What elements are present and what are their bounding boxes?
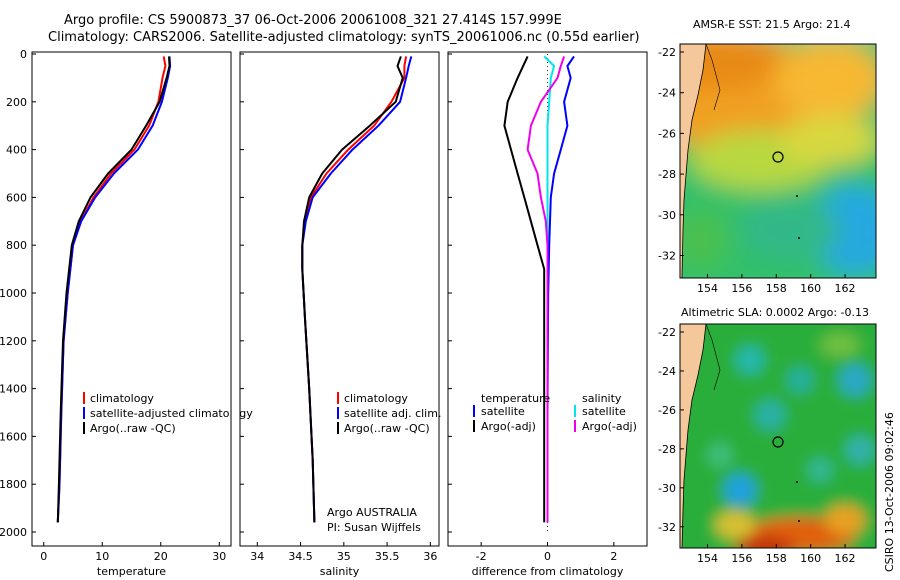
- legend-label-temp-satellite: satellite: [481, 405, 525, 418]
- depth-tick-label: 0: [20, 48, 27, 61]
- lon-tick-label: 160: [800, 552, 821, 565]
- sla-map-frame: [679, 323, 877, 549]
- legend-label-temp-argo: Argo(-adj): [481, 420, 536, 433]
- series-temperature-argo-adj: [503, 55, 546, 523]
- depth-tick: 1200: [0, 335, 452, 348]
- sst-map: -22 -24 -26 -28 -30 -32 154 156 158 160 162: [658, 43, 877, 295]
- series-satellite-adj-clim: [301, 56, 413, 523]
- legend-label-satellite-adjusted: satellite-adjusted climatology: [90, 407, 253, 420]
- climatology-title: Climatology: CARS2006. Satellite-adjuste…: [48, 30, 640, 45]
- legend-label-climatology: climatology: [344, 392, 408, 405]
- legend-heading-temperature: temperature: [481, 392, 550, 405]
- x-tick-label: 34.5: [288, 550, 313, 563]
- salinity-legend: climatology satellite adj. clim. Argo(..…: [327, 392, 441, 534]
- legend-label-satellite-adj: satellite adj. clim.: [344, 407, 441, 420]
- series-climatology: [301, 56, 408, 523]
- profile-title: Argo profile: CS 5900873_37 06-Oct-2006 …: [64, 13, 562, 28]
- depth-tick-label: 1800: [0, 478, 27, 491]
- lat-tick-label: -26: [658, 404, 676, 417]
- lon-tick-label: 158: [766, 552, 787, 565]
- lon-tick-label: 158: [766, 282, 787, 295]
- depth-tick-label: 800: [6, 239, 27, 252]
- legend-label-climatology: climatology: [90, 392, 154, 405]
- x-tick-label: 10: [95, 550, 109, 563]
- x-tick-label: 35: [337, 550, 351, 563]
- lon-tick-label: 162: [835, 282, 856, 295]
- lat-tick-label: -32: [658, 521, 676, 534]
- lat-tick-label: -22: [658, 46, 676, 59]
- x-tick-label: 30: [212, 550, 226, 563]
- legend-label-argo: Argo(..raw -QC): [90, 422, 176, 435]
- principal-investigator: PI: Susan Wijffels: [327, 521, 421, 534]
- depth-tick: 200: [6, 96, 452, 109]
- x-tick-label: 2: [610, 550, 617, 563]
- depth-tick: 1000: [0, 287, 452, 300]
- depth-tick: 400: [6, 144, 452, 157]
- lon-tick-label: 162: [835, 552, 856, 565]
- lon-tick-label: 156: [731, 282, 752, 295]
- depth-tick-label: 1200: [0, 335, 27, 348]
- depth-tick: 1400: [0, 383, 452, 396]
- salinity-panel-frame: [239, 51, 440, 547]
- depth-tick: 1600: [0, 430, 452, 443]
- lon-tick-label: 154: [697, 282, 718, 295]
- series-satellite-adjusted-climatology: [56, 56, 172, 523]
- series-argo-raw-qc: [301, 56, 404, 523]
- x-tick-label: 36: [423, 550, 437, 563]
- depth-tick: 2000: [0, 526, 452, 539]
- temperature-legend: climatology satellite-adjusted climatolo…: [83, 392, 253, 435]
- sla-map: -22 -24 -26 -28 -30 -32 154 156 158 160 162: [658, 323, 877, 565]
- depth-tick-label: 1400: [0, 383, 27, 396]
- difference-legend: temperature satellite Argo(-adj) salinit…: [473, 392, 637, 433]
- lat-tick-label: -22: [658, 326, 676, 339]
- legend-heading-salinity: salinity: [582, 392, 622, 405]
- depth-tick-label: 1600: [0, 430, 27, 443]
- depth-tick-label: 1000: [0, 287, 27, 300]
- lon-tick-label: 160: [800, 282, 821, 295]
- lat-tick-label: -28: [658, 443, 676, 456]
- sst-map-frame: [679, 43, 877, 279]
- float-operator: Argo AUSTRALIA: [327, 506, 417, 519]
- x-tick-label: 0: [40, 550, 47, 563]
- x-tick-label: -2: [476, 550, 487, 563]
- lon-tick-label: 154: [697, 552, 718, 565]
- lat-tick-label: -28: [658, 168, 676, 181]
- series-argo-raw-qc: [56, 56, 171, 523]
- depth-tick-label: 400: [6, 144, 27, 157]
- lat-tick-label: -24: [658, 87, 676, 100]
- temperature-xlabel: temperature: [97, 565, 166, 578]
- x-tick-label: 34: [250, 550, 264, 563]
- lon-tick-label: 156: [731, 552, 752, 565]
- legend-label-argo: Argo(..raw -QC): [344, 422, 430, 435]
- sst-map-title: AMSR-E SST: 21.5 Argo: 21.4: [693, 18, 851, 31]
- depth-tick-label: 600: [6, 191, 27, 204]
- legend-label-sal-argo: Argo(-adj): [582, 420, 637, 433]
- lat-tick-label: -30: [658, 209, 676, 222]
- series-climatology: [56, 56, 167, 523]
- depth-tick: 0: [20, 48, 452, 61]
- legend-label-sal-satellite: satellite: [582, 405, 626, 418]
- sla-map-title: Altimetric SLA: 0.0002 Argo: -0.13: [681, 306, 869, 319]
- series-temperature-satellite: [546, 55, 575, 523]
- depth-tick-label: 200: [6, 96, 27, 109]
- lat-tick-label: -30: [658, 482, 676, 495]
- depth-tick: 800: [6, 239, 452, 252]
- temperature-panel-frame: [31, 51, 232, 547]
- lat-tick-label: -32: [658, 249, 676, 262]
- series-salinity-argo-adj: [526, 56, 566, 523]
- x-tick-label: 20: [154, 550, 168, 563]
- depth-tick: 600: [6, 191, 452, 204]
- salinity-xlabel: salinity: [320, 565, 360, 578]
- x-tick-label: 35.5: [375, 550, 400, 563]
- difference-xlabel: difference from climatology: [472, 565, 624, 578]
- lat-tick-label: -24: [658, 365, 676, 378]
- x-tick-label: 0: [544, 550, 551, 563]
- depth-tick-label: 2000: [0, 526, 27, 539]
- depth-tick: 1800: [0, 478, 452, 491]
- lat-tick-label: -26: [658, 127, 676, 140]
